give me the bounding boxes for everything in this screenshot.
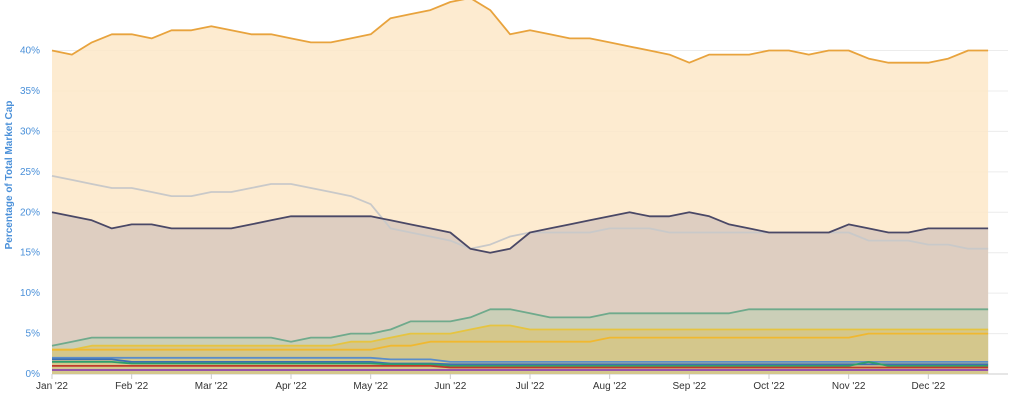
x-tick-label: Sep '22 <box>673 381 707 392</box>
line-layer <box>51 0 989 371</box>
y-tick-label: 0% <box>26 369 41 380</box>
y-tick-label: 15% <box>20 248 40 259</box>
y-tick-label: 30% <box>20 126 40 137</box>
series-line-polkadot[interactable] <box>52 365 989 369</box>
area-layer <box>52 0 989 374</box>
y-tick-label: 5% <box>26 329 41 340</box>
x-tick-label: Nov '22 <box>832 381 866 392</box>
y-tick-label: 10% <box>20 288 40 299</box>
x-tick-label: Dec '22 <box>912 381 946 392</box>
y-tick-label: 35% <box>20 86 40 97</box>
series-line-others[interactable] <box>51 175 989 250</box>
y-tick-label: 40% <box>20 46 40 57</box>
y-tick-label: 25% <box>20 167 40 178</box>
x-tick-label: May '22 <box>353 381 388 392</box>
x-axis-ticks: Jan '22 Feb '22 Mar '22 Apr '22 May '22 Jun '… <box>36 374 946 392</box>
x-tick-label: Jul '22 <box>516 381 545 392</box>
series-line-usd-coin[interactable] <box>52 324 989 351</box>
x-tick-label: Aug '22 <box>593 381 627 392</box>
x-tick-label: Apr '22 <box>275 381 307 392</box>
series-line-bitcoin[interactable] <box>51 0 989 64</box>
x-tick-label: Oct '22 <box>753 381 785 392</box>
x-tick-label: Jun '22 <box>434 381 466 392</box>
x-tick-label: Mar '22 <box>195 381 228 392</box>
series-line-tether[interactable] <box>51 308 989 347</box>
series-line-solana[interactable] <box>52 361 989 367</box>
y-tick-label: 20% <box>20 207 40 218</box>
x-tick-label: Feb '22 <box>115 381 148 392</box>
x-tick-label: Jan '22 <box>36 381 68 392</box>
series-line-xrp[interactable] <box>52 356 989 363</box>
series-line-ethereum[interactable] <box>51 211 989 254</box>
series-line-bnb[interactable] <box>52 332 989 351</box>
series-line-cardano[interactable] <box>52 358 989 366</box>
y-axis-ticks: 0% 5% 10% 15% 20% 25% 30% 35% 40% <box>20 46 40 380</box>
y-axis-label: Percentage of Total Market Cap <box>4 101 15 250</box>
